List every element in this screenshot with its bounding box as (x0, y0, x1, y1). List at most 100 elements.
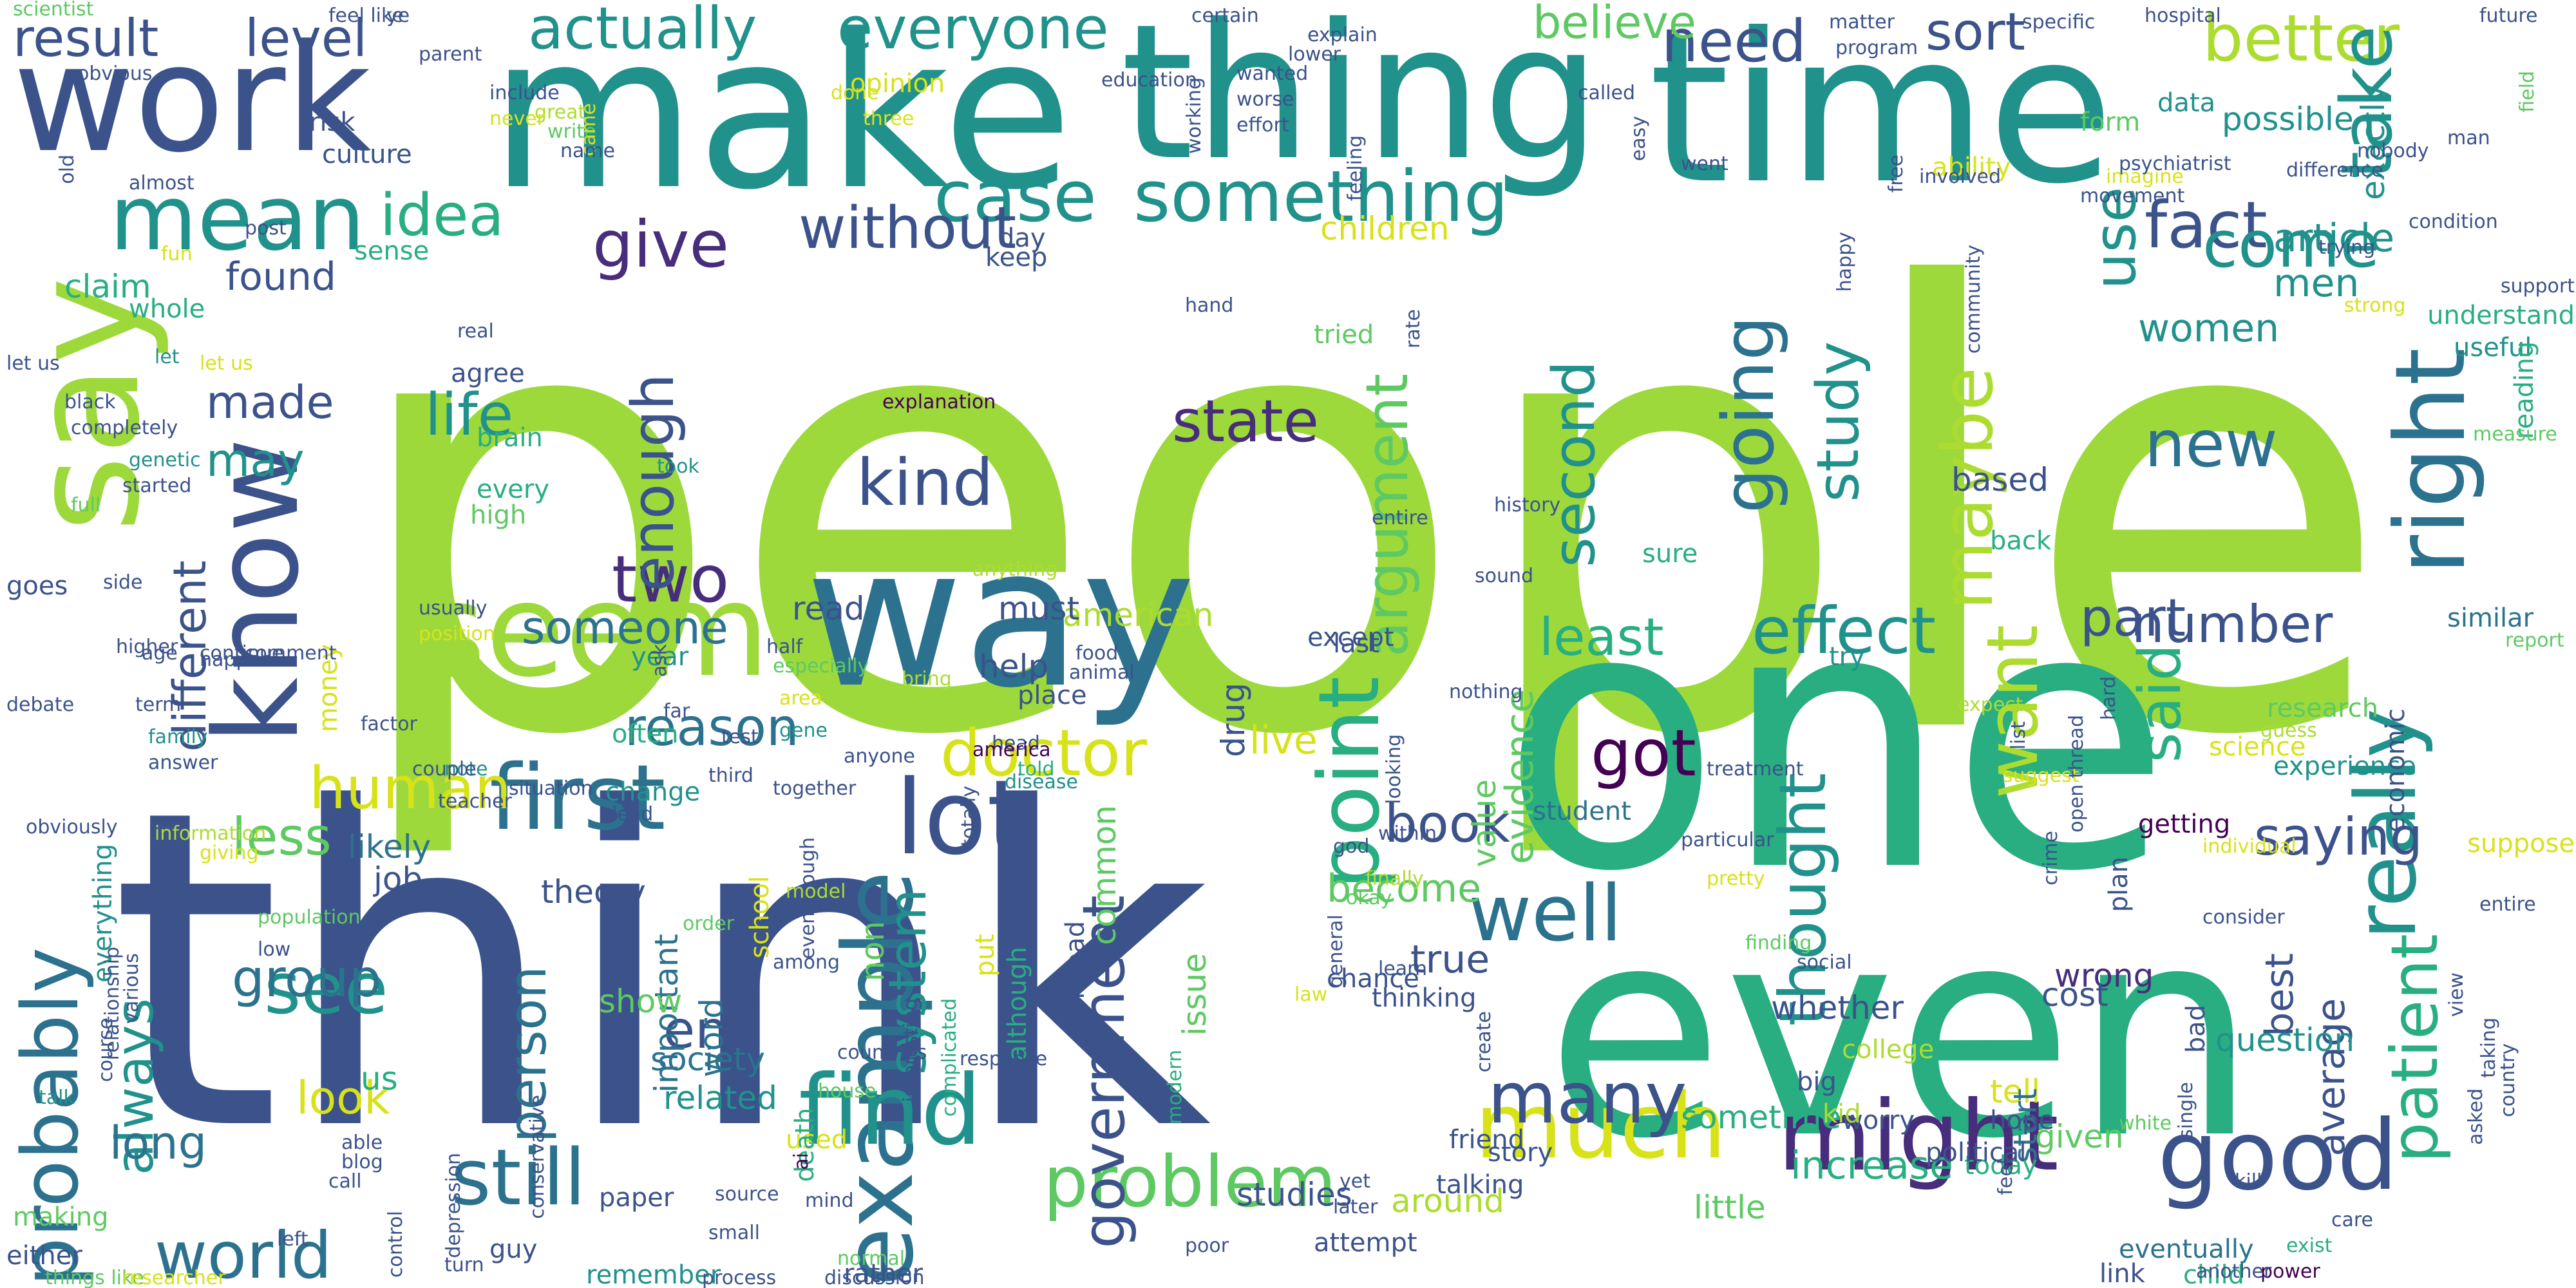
cloud-word: let (155, 346, 180, 368)
cloud-word: general (1325, 914, 1347, 989)
cloud-word: show (599, 983, 683, 1020)
cloud-word: taking (2477, 1018, 2500, 1078)
cloud-word: article (2273, 216, 2395, 261)
cloud-word: black (64, 391, 116, 413)
cloud-word: law (1294, 983, 1328, 1006)
cloud-word: last (1333, 629, 1380, 659)
cloud-word: feeling (1344, 135, 1367, 202)
cloud-word: may (206, 434, 305, 487)
cloud-word: culture (322, 140, 412, 169)
cloud-word: giving (200, 842, 259, 864)
cloud-word: god (1333, 835, 1370, 858)
cloud-word: within (1378, 822, 1437, 845)
cloud-word: told (1018, 758, 1055, 781)
cloud-word: every (477, 475, 550, 504)
cloud-word: human (309, 755, 511, 822)
cloud-word: entire (2479, 893, 2536, 916)
cloud-word: thing (1121, 0, 1601, 202)
cloud-word: look (296, 1072, 390, 1124)
cloud-word: getting (2138, 810, 2231, 839)
cloud-word: discussion (824, 1267, 925, 1288)
cloud-word: us (361, 1060, 398, 1097)
cloud-word: evidence (1497, 689, 1542, 865)
cloud-word: related (663, 1079, 777, 1117)
cloud-word: worry (1842, 1106, 1915, 1135)
cloud-word: called (1578, 82, 1636, 104)
cloud-word: change (605, 777, 701, 807)
cloud-word: real (457, 320, 494, 343)
cloud-word: individual (2202, 835, 2297, 858)
cloud-word: nobody (2357, 140, 2429, 162)
cloud-word: think (109, 717, 1212, 1227)
cloud-word: poor (1185, 1235, 1229, 1257)
cloud-word: college (1842, 1035, 1935, 1065)
cloud-word: experience (2273, 752, 2416, 781)
cloud-word: effort (1236, 114, 1289, 137)
cloud-word: job (374, 860, 423, 898)
cloud-word: end (663, 1000, 761, 1060)
cloud-word: later (1333, 1196, 1378, 1218)
cloud-word: need (1662, 8, 1806, 75)
cloud-word: among (773, 951, 840, 974)
cloud-word: matter (1829, 11, 1895, 33)
cloud-word: kid (1823, 1099, 1861, 1129)
cloud-word: totally (958, 786, 980, 847)
cloud-word: plan (2104, 857, 2134, 913)
cloud-word: tried (1314, 320, 1374, 350)
cloud-word: america (972, 739, 1051, 761)
cloud-word: difference (2286, 159, 2383, 182)
cloud-word: old (56, 155, 79, 184)
cloud-word: today (1964, 1151, 2038, 1180)
cloud-word: third (708, 764, 753, 787)
cloud-word: ability (1932, 153, 2011, 182)
cloud-word: happy (1833, 232, 1856, 292)
cloud-word: guy (489, 1235, 538, 1264)
cloud-word: hospital (2145, 5, 2221, 27)
cloud-word: long (109, 1117, 207, 1170)
cloud-word: free (1885, 155, 1908, 193)
cloud-word: psychiatrist (2119, 153, 2231, 175)
cloud-word: many (1488, 1057, 1687, 1139)
cloud-word: child (2183, 1260, 2244, 1288)
cloud-word: full (71, 494, 101, 516)
cloud-word: common (1086, 805, 1123, 945)
cloud-word: back (1990, 526, 2052, 556)
cloud-word: debate (6, 694, 75, 716)
cloud-word: day (998, 223, 1046, 253)
cloud-word: given (2035, 1118, 2124, 1155)
cloud-word: field (2516, 71, 2539, 113)
cloud-word: theory (541, 873, 646, 911)
cloud-word: trying (2318, 236, 2376, 259)
cloud-word: area (779, 687, 822, 710)
cloud-word: new (2145, 406, 2278, 482)
cloud-word: country (2497, 1043, 2519, 1117)
cloud-word: happen (200, 649, 272, 671)
cloud-word: side (103, 571, 143, 594)
cloud-word: movement (2080, 185, 2185, 207)
cloud-word: order (683, 913, 734, 935)
cloud-word: least (1539, 607, 1664, 667)
cloud-word: give (592, 207, 729, 282)
cloud-word: term (135, 694, 182, 716)
cloud-word: small (708, 1222, 760, 1244)
cloud-word: took (657, 455, 699, 478)
cloud-word: house (818, 1080, 876, 1103)
cloud-word: nothing (1449, 681, 1523, 703)
cloud-word: death (790, 1108, 820, 1182)
cloud-word: high (470, 500, 527, 530)
cloud-word: history (1494, 494, 1561, 516)
cloud-word: hard (2098, 676, 2120, 721)
cloud-word: call (328, 1170, 362, 1193)
cloud-word: right (2375, 348, 2487, 575)
cloud-word: asked (2465, 1088, 2487, 1145)
cloud-word: probably (6, 947, 96, 1287)
cloud-word: make (489, 0, 1074, 236)
cloud-word: seem (419, 556, 770, 706)
cloud-word: feel like (328, 5, 404, 27)
cloud-word: much (1475, 1074, 1727, 1179)
cloud-word: name (560, 140, 616, 162)
cloud-word: enough (620, 374, 687, 592)
cloud-word: reason (625, 697, 799, 757)
cloud-word: easy (1627, 116, 1650, 162)
